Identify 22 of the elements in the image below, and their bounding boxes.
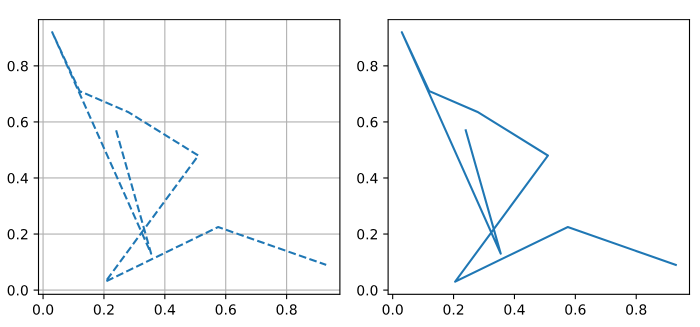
y-tick-label: 0.2 xyxy=(357,229,377,240)
x-tick-label: 0.8 xyxy=(276,304,297,315)
y-tick-label: 0.8 xyxy=(8,60,28,72)
y-tick-label: 0.2 xyxy=(8,229,28,240)
x-tick-label: 0.6 xyxy=(565,304,586,315)
x-tick-label: 0.2 xyxy=(443,304,464,315)
y-tick-label: 0.0 xyxy=(357,285,378,296)
y-tick-label: 0.6 xyxy=(357,116,378,128)
y-tick-label: 0.4 xyxy=(357,172,378,184)
y-tick-label: 0.8 xyxy=(357,60,378,72)
line-series xyxy=(51,31,328,283)
x-tick-label: 0.4 xyxy=(154,304,176,315)
x-tick-label: 0.8 xyxy=(626,304,646,315)
x-tick-label: 0.0 xyxy=(382,304,403,315)
x-tick-label: 0.2 xyxy=(94,304,114,315)
line-series xyxy=(400,31,677,283)
x-tick-label: 0.6 xyxy=(216,304,236,315)
x-tick-label: 0.4 xyxy=(504,304,525,315)
y-tick-label: 0.0 xyxy=(8,285,28,296)
y-tick-label: 0.4 xyxy=(8,172,28,184)
x-tick-label: 0.0 xyxy=(32,304,54,315)
y-tick-label: 0.6 xyxy=(8,116,28,128)
